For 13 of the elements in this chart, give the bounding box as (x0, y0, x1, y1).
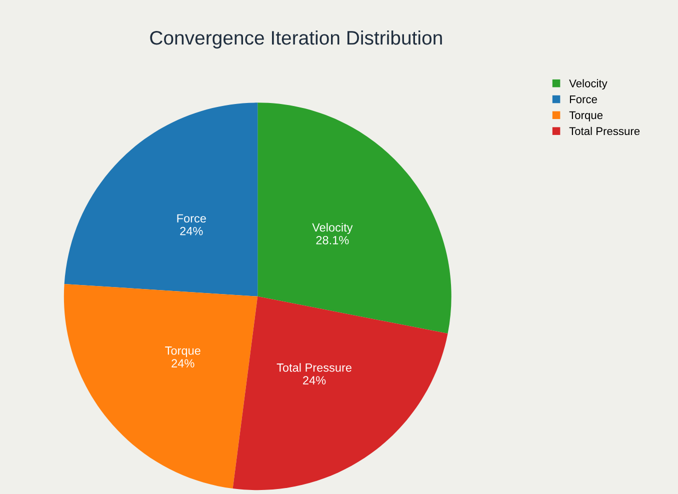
slice-label: Velocity (312, 222, 353, 234)
legend-label: Total Pressure (569, 126, 640, 136)
legend-label: Force (570, 95, 597, 104)
legend-label: Torque (569, 111, 603, 122)
legend-label: Velocity (569, 79, 608, 90)
chart-title: Convergence Iteration Distribution (150, 30, 442, 49)
data-label: 28.1% (316, 236, 349, 244)
data-label: 24% (303, 376, 326, 384)
data-label: 24% (180, 226, 203, 236)
data-label: 24% (172, 359, 194, 368)
slice-label: Total Pressure (276, 363, 352, 372)
slice-label: Torque (165, 346, 200, 358)
slice-label: Force (177, 214, 206, 223)
